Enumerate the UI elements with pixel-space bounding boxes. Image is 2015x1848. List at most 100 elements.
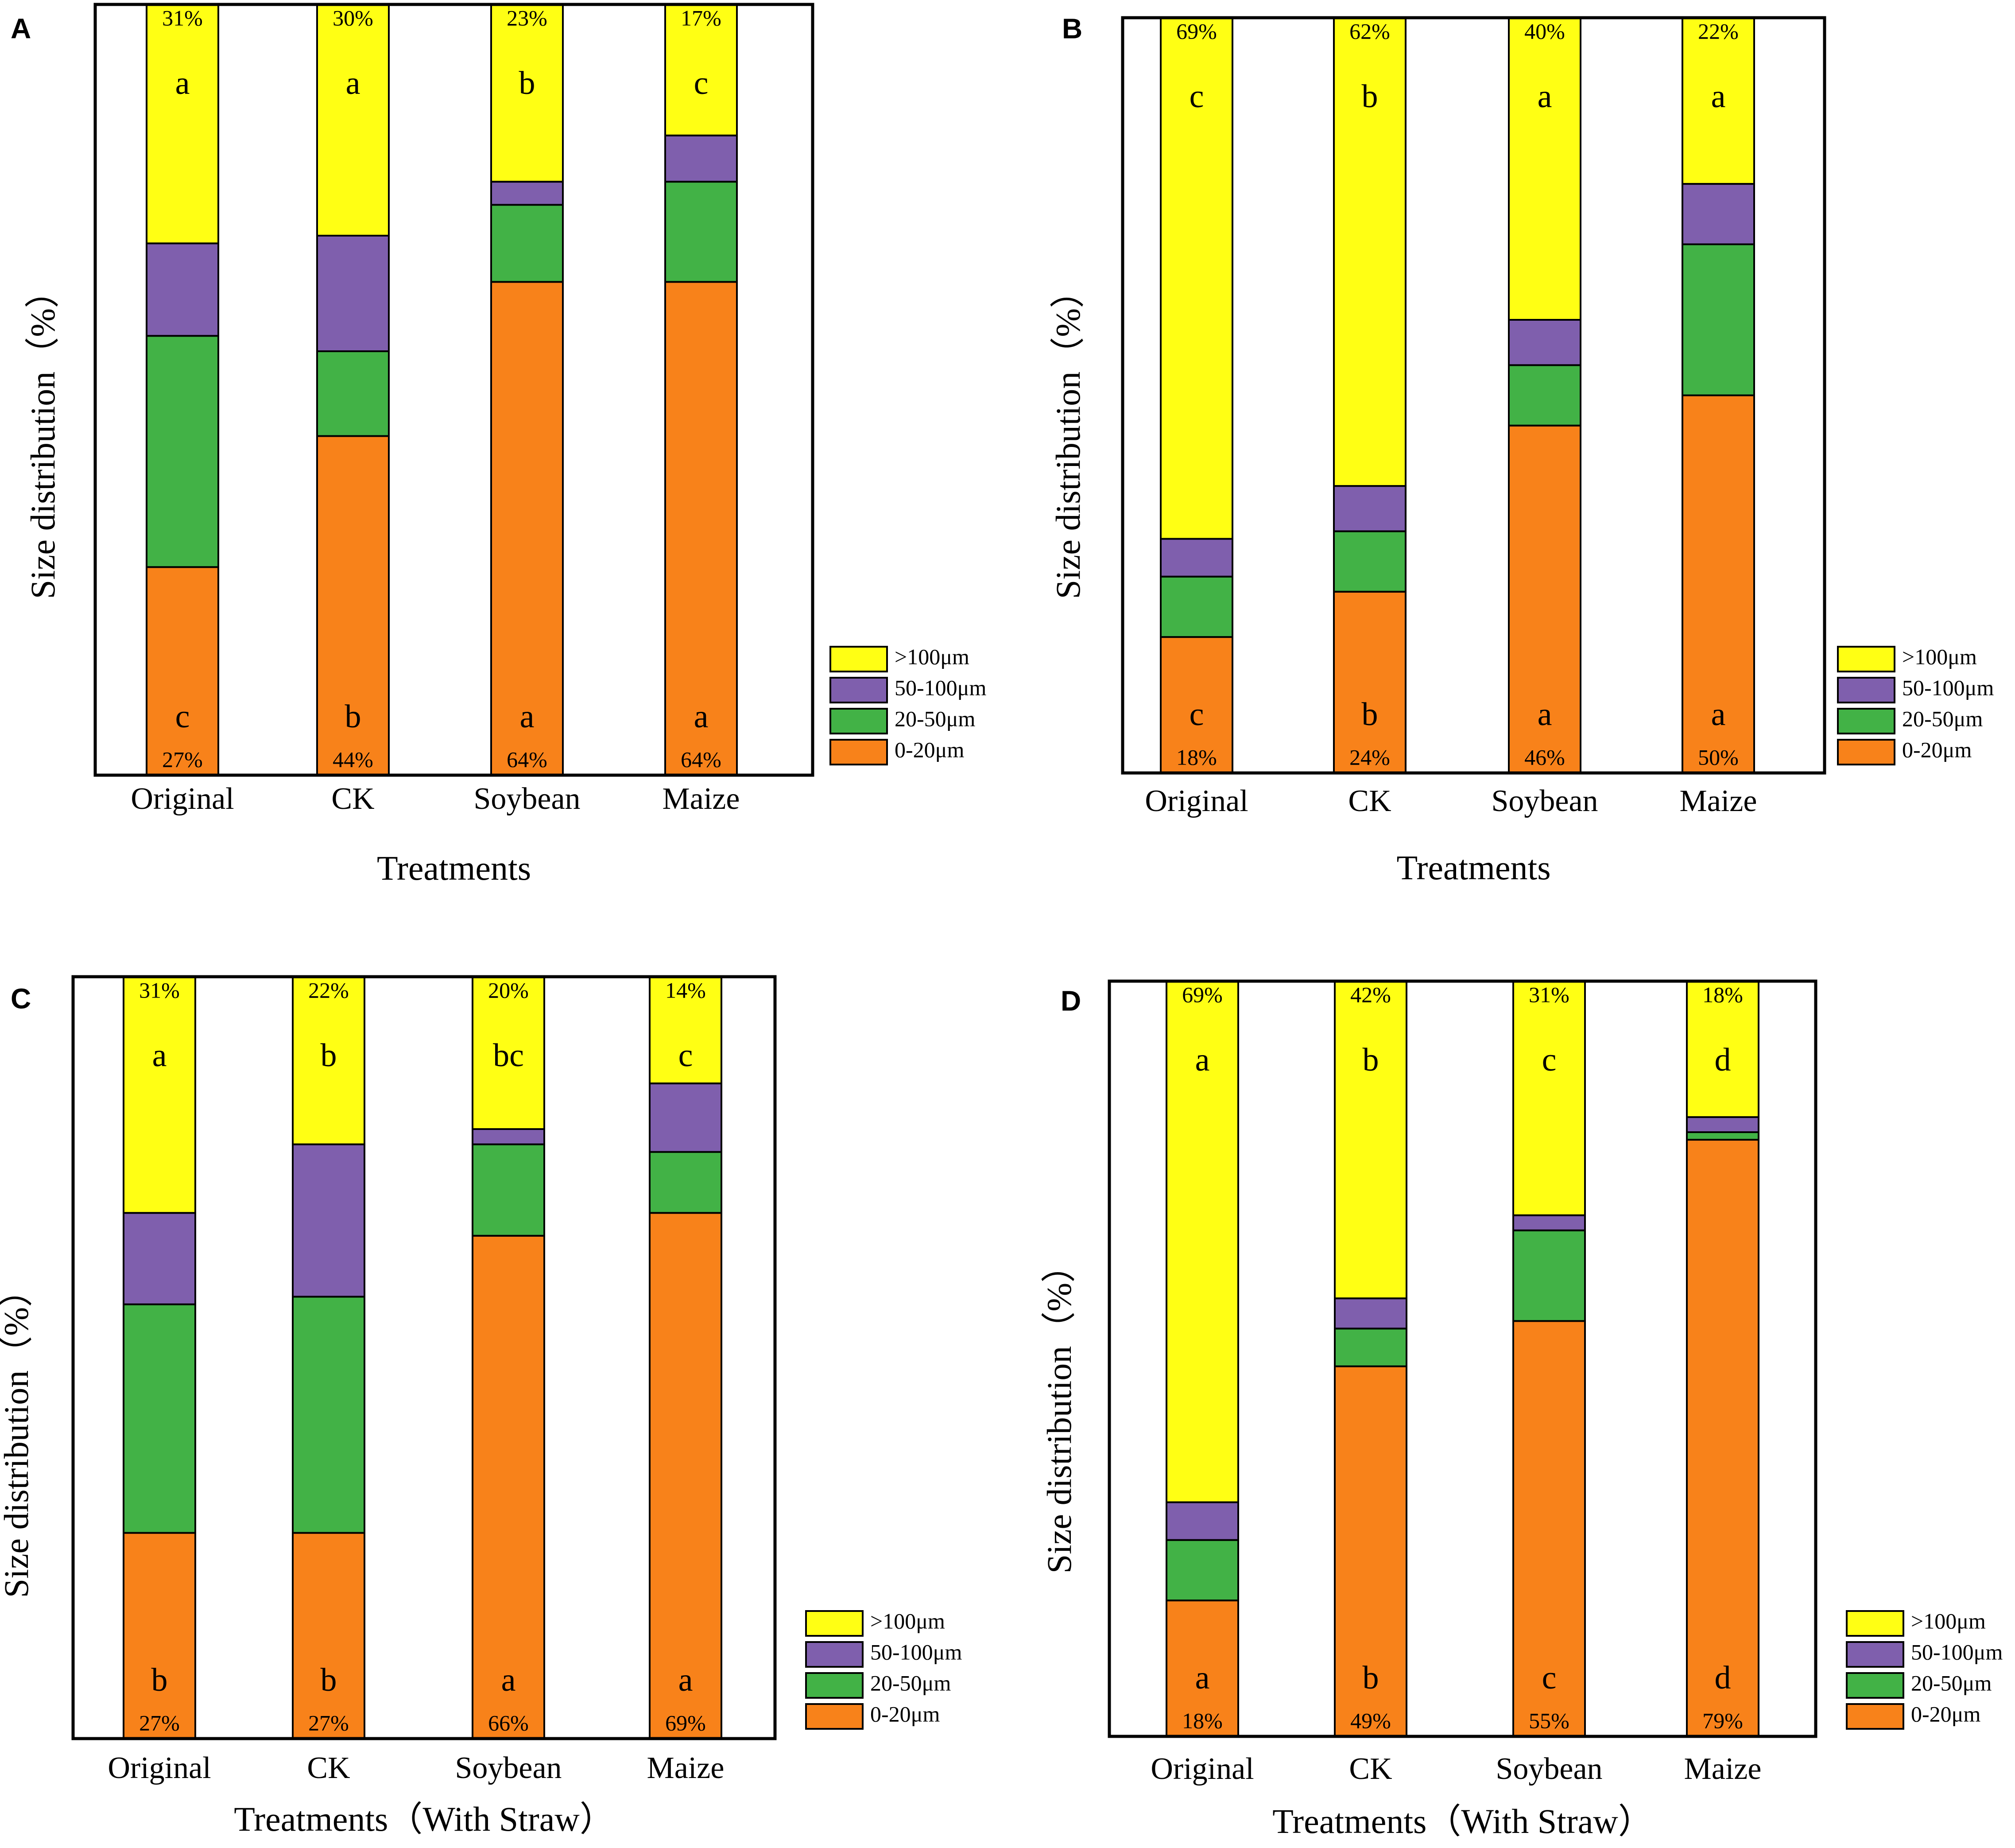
bar-c-maize-b50_100 <box>649 1082 722 1153</box>
legend-swatch-b20_50 <box>1846 1672 1904 1699</box>
value-label-0-20: 18% <box>1182 1708 1223 1733</box>
value-label-0-20: 27% <box>139 1710 180 1735</box>
legend-label-b20_50: 20-50μm <box>870 1670 951 1695</box>
significance-letter-gt100: d <box>1715 1042 1731 1078</box>
bar-b-original-b50_100 <box>1160 538 1233 578</box>
legend-swatch-b0_20 <box>1837 739 1895 765</box>
significance-letter-0-20: b <box>1362 696 1378 733</box>
significance-letter-0-20: a <box>1538 696 1552 733</box>
significance-letter-0-20: b <box>151 1662 168 1698</box>
x-tick-label: CK <box>1349 1752 1392 1786</box>
legend-swatch-b50_100 <box>805 1641 864 1668</box>
value-label-0-20: 66% <box>488 1710 529 1735</box>
bar-c-maize-b20_50 <box>649 1151 722 1214</box>
significance-letter-0-20: a <box>678 1662 693 1698</box>
significance-letter-0-20: a <box>694 699 709 735</box>
x-tick-label: Soybean <box>1496 1752 1602 1786</box>
bar-c-ck-b20_50 <box>292 1296 365 1534</box>
significance-letter-gt100: c <box>1542 1042 1557 1078</box>
bar-a-original-b50_100 <box>146 242 219 337</box>
x-tick-label: Soybean <box>473 782 580 816</box>
bar-d-maize-b50_100 <box>1686 1116 1759 1133</box>
value-label-gt100: 18% <box>1702 982 1743 1007</box>
value-label-0-20: 18% <box>1176 745 1217 769</box>
value-label-0-20: 69% <box>665 1710 706 1735</box>
plot-frame <box>1121 16 1826 775</box>
value-label-gt100: 31% <box>162 5 203 30</box>
chart-panel-b: 18% c 69% c Original 24% b 62% b CK 46% a 40% a Soybea… <box>1049 12 1994 887</box>
bar-d-soybean-b50_100 <box>1512 1214 1586 1231</box>
legend-label-b20_50: 20-50μm <box>895 706 975 731</box>
legend-swatch-b50_100 <box>1837 677 1895 703</box>
value-label-gt100: 22% <box>308 978 349 1002</box>
bar-b-ck-b50_100 <box>1333 485 1407 532</box>
bar-a-ck-gt100 <box>316 4 390 237</box>
legend-label-b0_20: 0-20μm <box>895 737 964 762</box>
significance-letter-gt100: c <box>694 65 709 101</box>
bar-d-soybean-b20_50 <box>1512 1229 1586 1322</box>
x-axis-label: Treatments <box>377 849 531 887</box>
bar-a-soybean-b0_20 <box>490 281 564 776</box>
value-label-gt100: 20% <box>488 978 529 1002</box>
bar-a-ck-b0_20 <box>316 435 390 776</box>
bar-c-maize-b0_20 <box>649 1212 722 1739</box>
value-label-0-20: 24% <box>1349 745 1390 769</box>
bar-b-soybean-b0_20 <box>1508 424 1581 774</box>
value-label-gt100: 69% <box>1182 982 1223 1007</box>
bar-a-ck-b20_50 <box>316 350 390 437</box>
legend: >100μm 50-100μm 20-50μm 0-20μm <box>805 1608 962 1730</box>
significance-letter-gt100: a <box>346 65 360 101</box>
significance-letter-0-20: b <box>321 1662 337 1698</box>
value-label-gt100: 69% <box>1176 19 1217 43</box>
legend: >100μm 50-100μm 20-50μm 0-20μm <box>829 644 986 765</box>
x-tick-label: Original <box>1145 784 1248 818</box>
bar-a-original-gt100 <box>146 4 219 245</box>
legend-swatch-b0_20 <box>829 739 888 765</box>
bar-a-maize-b0_20 <box>664 281 738 776</box>
value-label-0-20: 27% <box>162 747 203 772</box>
significance-letter-0-20: a <box>1195 1660 1210 1696</box>
bar-c-original-b0_20 <box>123 1532 196 1740</box>
x-tick-label: Original <box>131 782 234 816</box>
significance-letter-gt100: c <box>678 1037 693 1074</box>
significance-letter-gt100: c <box>1190 78 1204 115</box>
bar-a-original-b20_50 <box>146 335 219 568</box>
value-label-0-20: 50% <box>1698 745 1739 769</box>
legend: >100μm 50-100μm 20-50μm 0-20μm <box>1837 644 1994 765</box>
plot-frame <box>71 975 777 1740</box>
bar-a-maize-b50_100 <box>664 134 738 183</box>
x-tick-label: Soybean <box>455 1751 562 1785</box>
x-axis-label: Treatments <box>1396 848 1550 887</box>
bar-d-soybean-gt100 <box>1512 980 1586 1216</box>
x-tick-label: CK <box>1348 784 1391 818</box>
x-tick-label: CK <box>307 1751 350 1785</box>
legend-swatch-b50_100 <box>829 677 888 703</box>
significance-letter-0-20: b <box>1363 1660 1379 1696</box>
y-axis-label: Size distribution（%） <box>1040 1248 1078 1573</box>
x-tick-label: Maize <box>663 782 740 816</box>
y-axis-label: Size distribution（%） <box>0 1273 35 1598</box>
chart-panel-d: 18% a 69% a Original 49% b 42% b CK 55% c 31% c Soybea… <box>1040 979 2003 1840</box>
plot-frame <box>93 3 814 777</box>
significance-letter-gt100: a <box>1711 78 1726 115</box>
value-label-gt100: 31% <box>139 978 180 1002</box>
legend-label-b0_20: 0-20μm <box>1911 1701 1980 1726</box>
significance-letter-gt100: bc <box>493 1037 524 1074</box>
legend-swatch-gt100 <box>829 646 888 672</box>
value-label-gt100: 14% <box>665 978 706 1002</box>
significance-letter-gt100: b <box>519 65 535 101</box>
value-label-0-20: 44% <box>333 747 373 772</box>
significance-letter-gt100: b <box>1362 78 1378 115</box>
value-label-0-20: 79% <box>1702 1708 1743 1733</box>
x-tick-label: Maize <box>647 1751 725 1785</box>
bar-d-ck-gt100 <box>1334 980 1407 1300</box>
bar-a-original-b0_20 <box>146 566 219 776</box>
value-label-gt100: 22% <box>1698 19 1739 43</box>
significance-letter-gt100: a <box>1538 78 1552 115</box>
legend-label-gt100: >100μm <box>1911 1608 1986 1633</box>
x-axis-label: Treatments（With Straw） <box>1272 1802 1652 1840</box>
bar-c-original-b20_50 <box>123 1303 196 1534</box>
legend-swatch-b20_50 <box>829 708 888 734</box>
bar-b-original-gt100 <box>1160 17 1233 540</box>
